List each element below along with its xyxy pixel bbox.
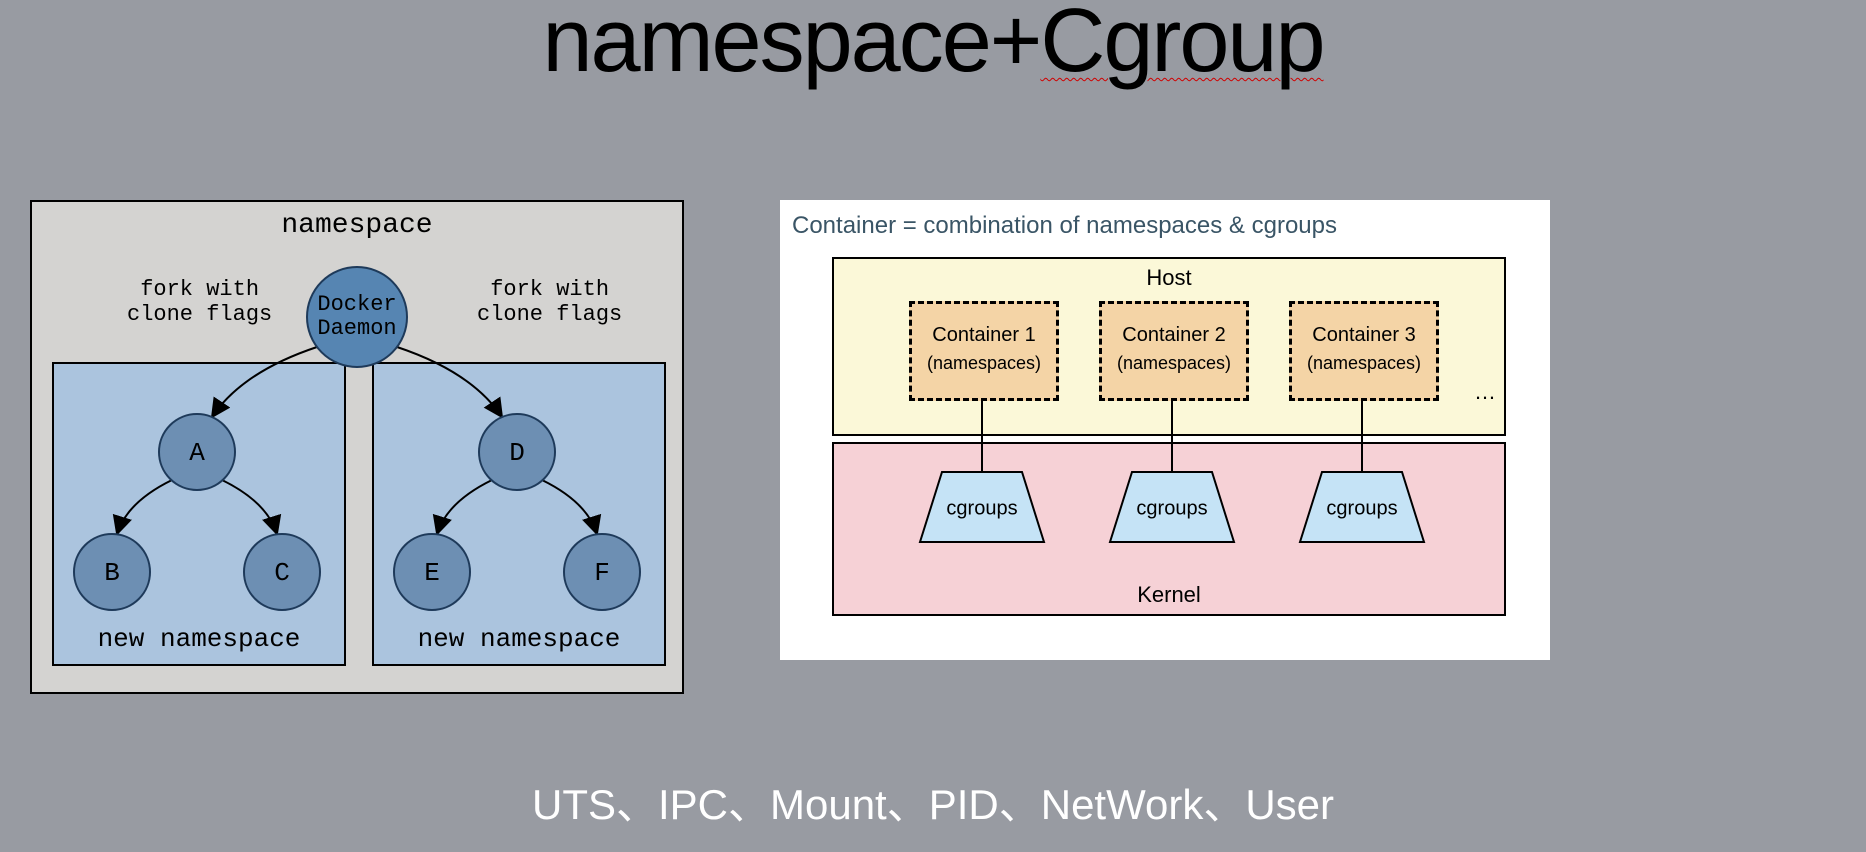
edge-d-f (542, 480, 597, 534)
node-d-label: D (509, 438, 525, 468)
cgroup-label-1: cgroups (946, 497, 1017, 519)
edge-d-e (437, 480, 492, 534)
namespace-diagram-panel: namespace new namespace new namespace fo… (30, 200, 684, 694)
node-e-label: E (424, 558, 440, 588)
cgroup-label-2: cgroups (1136, 497, 1207, 519)
edge-a-c (222, 480, 277, 534)
title-underlined: Cgroup (1040, 0, 1323, 91)
node-f-label: F (594, 558, 610, 588)
node-b-label: B (104, 558, 120, 588)
cgroup-label-3: cgroups (1326, 497, 1397, 519)
node-a-label: A (189, 438, 205, 468)
edge-root-a (212, 347, 317, 417)
edge-root-d (397, 347, 502, 417)
namespace-types-footer: UTS、IPC、Mount、PID、NetWork、User (0, 771, 1866, 832)
node-docker-daemon-label-2: Daemon (317, 316, 396, 341)
cgroup-diagram-inner: Container = combination of namespaces & … (792, 212, 1538, 648)
node-docker-daemon-label-1: Docker (317, 292, 396, 317)
namespace-tree-svg: Docker Daemon A B C D E F (32, 202, 682, 692)
title-plain: namespace+ (542, 0, 1040, 91)
edge-a-b (117, 480, 172, 534)
node-c-label: C (274, 558, 290, 588)
cgroup-svg: cgroups cgroups cgroups (792, 212, 1538, 648)
cgroup-diagram-panel: Container = combination of namespaces & … (780, 200, 1550, 660)
page-title: namespace+Cgroup (0, 0, 1866, 93)
